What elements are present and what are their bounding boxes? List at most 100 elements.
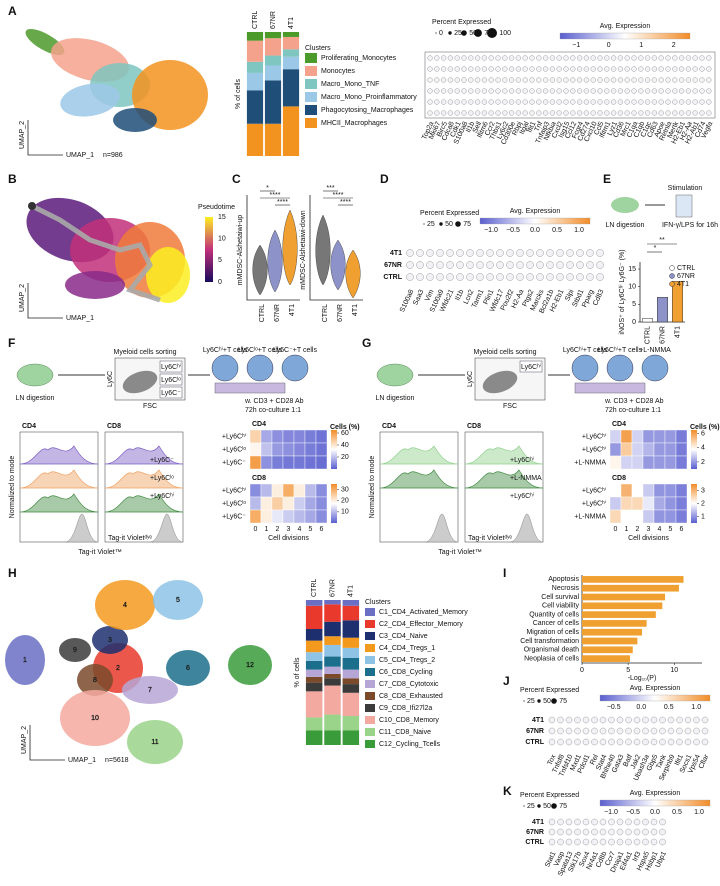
- row-label: 67NR: [526, 728, 544, 735]
- dot: [481, 66, 488, 72]
- dot: [461, 77, 467, 83]
- colorbar-tick-label: 20: [341, 454, 349, 461]
- x-tick-label: 67NR: [659, 326, 666, 344]
- dot: [633, 838, 641, 846]
- row-label: +Ly6Cʰⁱ: [582, 445, 606, 453]
- dot: [631, 88, 637, 94]
- y-axis-label: mMDSC-Alshetaiwi-up: [237, 215, 244, 286]
- dot: [692, 88, 698, 94]
- dot: [529, 99, 535, 105]
- cluster-number: 3: [108, 637, 112, 644]
- bar: [582, 584, 679, 592]
- gene-label: Il1b: [465, 121, 476, 134]
- violin: [252, 244, 268, 296]
- dot: [548, 828, 556, 836]
- legend-label: C12_Cycling_Tcells: [379, 741, 441, 748]
- histogram-frame: [379, 431, 459, 543]
- dot: [515, 66, 522, 72]
- color-legend-title: Avg. Expression: [600, 23, 651, 30]
- dot: [508, 66, 515, 72]
- dot: [566, 273, 574, 281]
- heatmap-cell: [642, 442, 655, 457]
- legend-swatch: [365, 656, 375, 664]
- dot: [667, 727, 675, 735]
- dot: [476, 249, 484, 257]
- y-tick-label: 10: [628, 284, 636, 291]
- panel-label: H: [8, 566, 17, 580]
- dot: [454, 110, 460, 116]
- bar-segment: [324, 666, 341, 674]
- curve-label: +Ly6C⁻: [150, 457, 174, 464]
- legend-label: C1_CD4_Activated_Memory: [379, 609, 468, 616]
- bar-segment: [342, 692, 360, 716]
- heatmap-cell: [282, 496, 295, 511]
- dot: [481, 88, 488, 94]
- dot: [516, 249, 524, 257]
- size-legend-dot: [523, 805, 525, 807]
- bar-segment: [342, 600, 360, 606]
- x-axis-label: UMAP_1: [68, 757, 96, 764]
- size-legend-label: 75: [559, 803, 567, 810]
- dot: [556, 110, 562, 116]
- dot: [624, 99, 630, 105]
- bar: [582, 620, 647, 627]
- dot: [546, 249, 554, 257]
- dot: [608, 828, 615, 836]
- bar-segment: [264, 123, 282, 156]
- well-label: Ly6Cˡᵒ+T cells: [238, 347, 283, 354]
- category-label: Quantity of cells: [529, 611, 579, 618]
- dot: [508, 88, 515, 94]
- dot: [659, 738, 666, 746]
- dot: [658, 77, 664, 83]
- dot: [508, 99, 515, 105]
- heatmap-cell: [642, 496, 655, 511]
- y-tick-label: 5: [632, 301, 636, 308]
- color-legend-title: Avg. Expression: [630, 790, 681, 797]
- color-tick-label: 1.0: [694, 809, 704, 816]
- dot: [582, 828, 590, 836]
- dot: [658, 99, 664, 105]
- dot: [536, 99, 542, 105]
- dot: [625, 818, 632, 826]
- dot: [570, 99, 576, 105]
- cell-cluster: [127, 720, 183, 764]
- dot: [624, 88, 630, 94]
- dot: [631, 66, 637, 72]
- bar: [582, 655, 630, 662]
- dot: [557, 818, 564, 826]
- heatmap-title: CD8: [612, 475, 626, 482]
- row-label: +L-NMMA: [574, 459, 606, 466]
- row-label: +Ly6Cʰⁱ: [582, 499, 606, 507]
- colorbar-title: Pseudotime: [198, 204, 235, 211]
- colorbar-tick-label: 60: [341, 430, 349, 437]
- dot: [617, 77, 624, 83]
- size-legend-title: Percent Expressed: [432, 19, 491, 26]
- size-legend-label: 50: [543, 803, 551, 810]
- significance: ****: [333, 192, 344, 199]
- dot: [468, 66, 474, 72]
- dot: [684, 716, 692, 724]
- cluster-number: 4: [123, 602, 127, 609]
- dot: [454, 99, 460, 105]
- dot: [440, 66, 447, 72]
- heatmap-cell: [315, 496, 328, 511]
- dot: [474, 66, 481, 72]
- legend-swatch: [305, 53, 317, 63]
- legend-swatch: [365, 704, 375, 712]
- dot: [426, 261, 434, 269]
- dot: [665, 110, 671, 116]
- heatmap-cell: [249, 509, 262, 524]
- dot: [556, 77, 562, 83]
- heatmap-title: CD4: [612, 421, 626, 428]
- histogram-curve: [104, 469, 184, 489]
- dot: [563, 55, 569, 61]
- legend-swatch: [365, 608, 375, 616]
- size-legend-dot: [439, 222, 443, 226]
- dot: [488, 55, 494, 61]
- histogram-frame: [19, 431, 99, 543]
- dot: [576, 249, 584, 257]
- histogram-curve: [464, 469, 544, 489]
- dot: [556, 273, 564, 281]
- dot: [481, 77, 488, 83]
- dot: [434, 55, 440, 61]
